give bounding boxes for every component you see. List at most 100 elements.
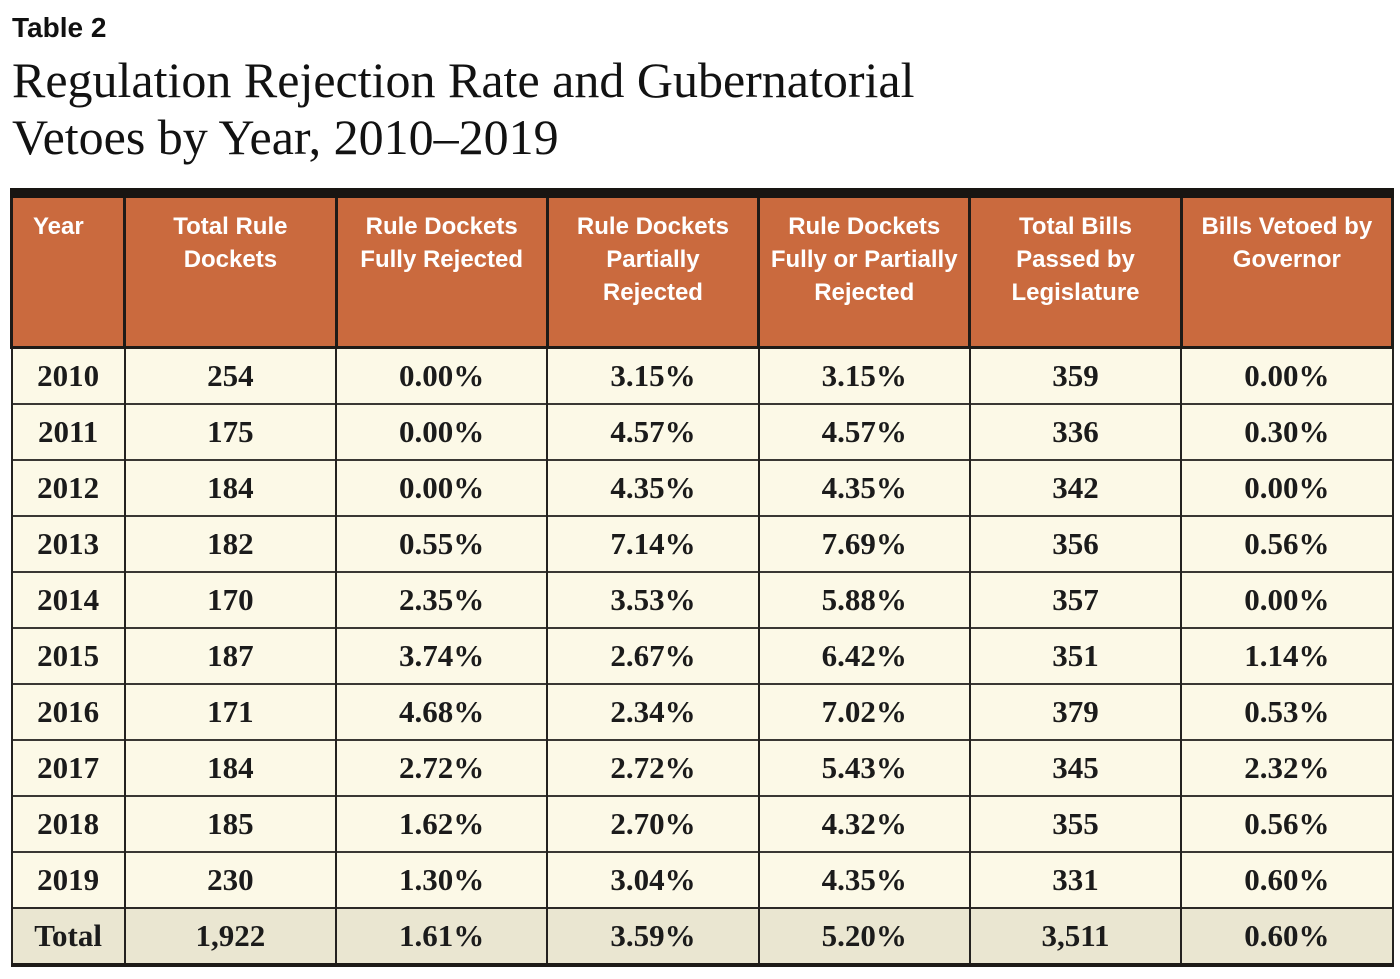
regulation-rejection-table: Year Total Rule Dockets Rule Dockets Ful…: [9, 198, 1395, 967]
cell-bills-passed: 331: [968, 851, 1183, 908]
cell-bills-passed: 342: [968, 459, 1183, 516]
cell-fully-or-partially: 5.88%: [757, 571, 971, 628]
cell-bills-vetoed: 0.00%: [1180, 571, 1394, 628]
cell-total-dockets: 1,922: [123, 907, 338, 965]
cell-total-dockets: 170: [123, 571, 338, 628]
cell-fully-rejected: 1.62%: [335, 795, 549, 852]
table-row: 2011 175 0.00% 4.57% 4.57% 336 0.30%: [10, 403, 1394, 460]
cell-fully-rejected: 1.61%: [335, 907, 549, 965]
cell-bills-passed: 3,511: [968, 907, 1183, 965]
header-row: Year Total Rule Dockets Rule Dockets Ful…: [9, 198, 1395, 349]
total-row: Total 1,922 1.61% 3.59% 5.20% 3,511 0.60…: [10, 907, 1394, 965]
table-row: 2015 187 3.74% 2.67% 6.42% 351 1.14%: [10, 627, 1394, 684]
cell-partially-rejected: 2.70%: [546, 795, 760, 852]
cell-bills-passed: 355: [968, 795, 1183, 852]
table-label: Table 2: [12, 12, 107, 43]
cell-bills-passed: 356: [968, 515, 1183, 572]
cell-bills-vetoed: 0.00%: [1180, 459, 1394, 516]
cell-bills-passed: 336: [968, 403, 1183, 460]
cell-fully-or-partially: 4.32%: [757, 795, 971, 852]
cell-year: 2013: [10, 515, 126, 572]
cell-bills-passed: 379: [968, 683, 1183, 740]
page-title: Regulation Rejection Rate and Gubernator…: [12, 52, 1392, 166]
cell-total-dockets: 184: [123, 459, 338, 516]
cell-bills-vetoed: 0.60%: [1180, 851, 1394, 908]
table-row: 2018 185 1.62% 2.70% 4.32% 355 0.56%: [10, 795, 1394, 852]
cell-total-dockets: 187: [123, 627, 338, 684]
cell-fully-or-partially: 7.02%: [757, 683, 971, 740]
cell-bills-vetoed: 0.56%: [1180, 515, 1394, 572]
table-row: 2017 184 2.72% 2.72% 5.43% 345 2.32%: [10, 739, 1394, 796]
cell-bills-vetoed: 2.32%: [1180, 739, 1394, 796]
cell-total-dockets: 182: [123, 515, 338, 572]
cell-fully-or-partially: 3.15%: [757, 346, 971, 404]
table-row: 2016 171 4.68% 2.34% 7.02% 379 0.53%: [10, 683, 1394, 740]
cell-partially-rejected: 7.14%: [546, 515, 760, 572]
cell-fully-or-partially: 6.42%: [757, 627, 971, 684]
cell-total-dockets: 175: [123, 403, 338, 460]
cell-fully-rejected: 2.72%: [335, 739, 549, 796]
cell-partially-rejected: 4.57%: [546, 403, 760, 460]
column-header-fully-or-partially-rejected: Rule Dockets Fully or Partially Rejected: [757, 198, 972, 349]
cell-partially-rejected: 3.04%: [546, 851, 760, 908]
cell-partially-rejected: 2.72%: [546, 739, 760, 796]
cell-year: 2014: [10, 571, 126, 628]
cell-partially-rejected: 3.53%: [546, 571, 760, 628]
column-header-partially-rejected: Rule Dockets Partially Rejected: [545, 198, 761, 349]
cell-partially-rejected: 4.35%: [546, 459, 760, 516]
table-row: 2013 182 0.55% 7.14% 7.69% 356 0.56%: [10, 515, 1394, 572]
cell-partially-rejected: 3.59%: [546, 907, 760, 965]
cell-fully-or-partially: 4.35%: [757, 851, 971, 908]
cell-partially-rejected: 2.34%: [546, 683, 760, 740]
cell-total-dockets: 254: [123, 346, 338, 404]
cell-bills-passed: 359: [968, 346, 1183, 404]
cell-total-dockets: 184: [123, 739, 338, 796]
cell-fully-rejected: 0.00%: [335, 346, 549, 404]
page-title-line2: Vetoes by Year, 2010–2019: [12, 109, 559, 165]
column-header-year: Year: [9, 198, 127, 349]
cell-partially-rejected: 2.67%: [546, 627, 760, 684]
cell-fully-rejected: 0.00%: [335, 459, 549, 516]
cell-total-dockets: 171: [123, 683, 338, 740]
cell-bills-vetoed: 0.53%: [1180, 683, 1394, 740]
cell-year: 2019: [10, 851, 126, 908]
cell-year: 2010: [10, 346, 126, 404]
cell-fully-rejected: 4.68%: [335, 683, 549, 740]
column-header-bills-vetoed: Bills Vetoed by Governor: [1179, 198, 1395, 349]
cell-partially-rejected: 3.15%: [546, 346, 760, 404]
column-header-total-rule-dockets: Total Rule Dockets: [123, 198, 338, 349]
table-row: 2014 170 2.35% 3.53% 5.88% 357 0.00%: [10, 571, 1394, 628]
cell-year: 2017: [10, 739, 126, 796]
cell-bills-passed: 357: [968, 571, 1183, 628]
table-container: Year Total Rule Dockets Rule Dockets Ful…: [9, 188, 1395, 967]
cell-total-label: Total: [10, 907, 126, 965]
cell-year: 2011: [10, 403, 126, 460]
cell-total-dockets: 230: [123, 851, 338, 908]
cell-fully-or-partially: 4.35%: [757, 459, 971, 516]
cell-fully-or-partially: 7.69%: [757, 515, 971, 572]
cell-bills-passed: 351: [968, 627, 1183, 684]
cell-bills-vetoed: 1.14%: [1180, 627, 1394, 684]
cell-bills-passed: 345: [968, 739, 1183, 796]
table-row: 2010 254 0.00% 3.15% 3.15% 359 0.00%: [10, 346, 1394, 404]
cell-bills-vetoed: 0.30%: [1180, 403, 1394, 460]
page-title-line1: Regulation Rejection Rate and Gubernator…: [12, 52, 915, 108]
column-header-total-bills-passed: Total Bills Passed by Legislature: [968, 198, 1183, 349]
table-row: 2012 184 0.00% 4.35% 4.35% 342 0.00%: [10, 459, 1394, 516]
cell-year: 2018: [10, 795, 126, 852]
cell-fully-rejected: 0.55%: [335, 515, 549, 572]
cell-year: 2015: [10, 627, 126, 684]
column-header-fully-rejected: Rule Dockets Fully Rejected: [334, 198, 549, 349]
cell-bills-vetoed: 0.56%: [1180, 795, 1394, 852]
table-row: 2019 230 1.30% 3.04% 4.35% 331 0.60%: [10, 851, 1394, 908]
cell-bills-vetoed: 0.60%: [1180, 907, 1394, 965]
cell-fully-or-partially: 4.57%: [757, 403, 971, 460]
cell-total-dockets: 185: [123, 795, 338, 852]
cell-fully-or-partially: 5.20%: [757, 907, 971, 965]
cell-fully-rejected: 0.00%: [335, 403, 549, 460]
cell-fully-rejected: 1.30%: [335, 851, 549, 908]
cell-year: 2012: [10, 459, 126, 516]
cell-bills-vetoed: 0.00%: [1180, 346, 1394, 404]
cell-fully-rejected: 3.74%: [335, 627, 549, 684]
cell-fully-rejected: 2.35%: [335, 571, 549, 628]
